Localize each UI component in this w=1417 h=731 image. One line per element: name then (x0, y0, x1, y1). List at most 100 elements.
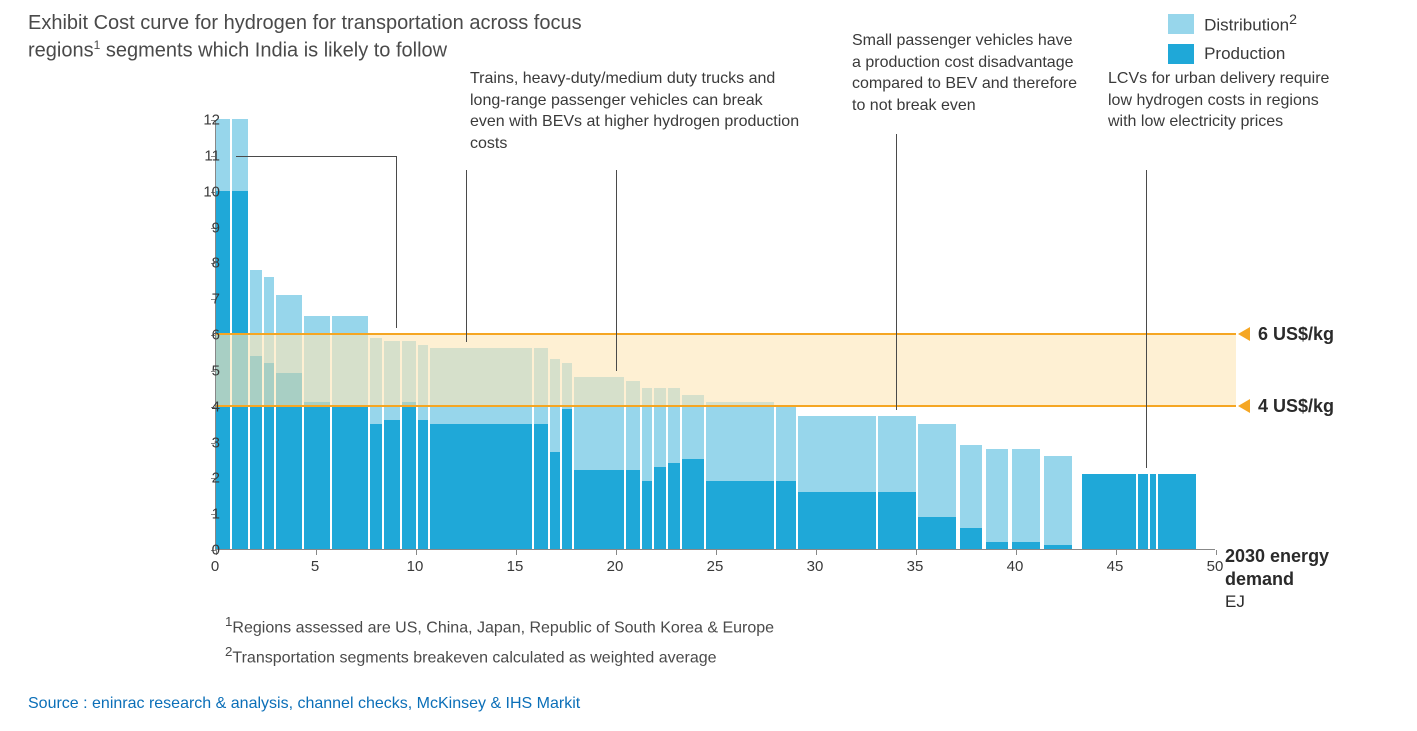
legend-item-distribution: Distribution2 (1168, 12, 1297, 36)
legend-swatch-production (1168, 44, 1194, 64)
x-axis-unit: EJ (1225, 592, 1245, 611)
footnote-2: 2Transportation segments breakeven calcu… (225, 644, 717, 667)
bar-production (1082, 474, 1136, 549)
bar-production (626, 470, 640, 549)
title-line2-pre: regions (28, 40, 94, 62)
reference-marker-icon (1238, 399, 1250, 413)
bar-production (798, 492, 876, 549)
bar-production (332, 406, 368, 549)
y-tick-label: 5 (190, 362, 220, 379)
callout-line (466, 170, 467, 342)
reference-line (216, 333, 1236, 335)
x-tick-label: 25 (707, 558, 724, 575)
title-line2-post: segments which India is likely to follow (100, 40, 447, 62)
bar-production (534, 424, 548, 549)
legend-label-production: Production (1204, 44, 1285, 64)
callout-line (236, 156, 396, 157)
bar-production (878, 492, 916, 549)
x-tick-label: 35 (907, 558, 924, 575)
reference-label: 4 US$/kg (1258, 396, 1334, 417)
bar-production (1138, 474, 1148, 549)
legend-item-production: Production (1168, 44, 1297, 64)
bar-production (550, 452, 560, 549)
x-tick-mark (416, 550, 417, 555)
x-tick-label: 45 (1107, 558, 1124, 575)
x-tick-label: 30 (807, 558, 824, 575)
reference-label: 6 US$/kg (1258, 324, 1334, 345)
y-tick-label: 9 (190, 219, 220, 236)
y-tick-label: 12 (190, 112, 220, 129)
y-tick-label: 1 (190, 506, 220, 523)
x-tick-mark (1016, 550, 1017, 555)
callout-line (896, 134, 897, 410)
y-tick-label: 10 (190, 183, 220, 200)
bar-production (918, 517, 956, 549)
legend: Distribution2 Production (1168, 12, 1297, 64)
x-tick-mark (316, 550, 317, 555)
bar-production (682, 459, 704, 549)
x-tick-mark (516, 550, 517, 555)
legend-label-distribution: Distribution (1204, 16, 1289, 35)
legend-sup-distribution: 2 (1289, 12, 1297, 28)
bar-production (430, 424, 532, 549)
bar-production (1158, 474, 1196, 549)
bar-distribution (1044, 456, 1072, 546)
bar-distribution (776, 406, 796, 481)
bar-production (402, 402, 416, 549)
x-tick-mark (616, 550, 617, 555)
x-tick-mark (1216, 550, 1217, 555)
source-line: Source : eninrac research & analysis, ch… (28, 695, 580, 713)
x-tick-mark (816, 550, 817, 555)
y-tick-label: 8 (190, 255, 220, 272)
bar-production (776, 481, 796, 549)
x-tick-label: 20 (607, 558, 624, 575)
plot-area: 6 US$/kg4 US$/kg (215, 120, 1215, 550)
x-tick-label: 50 (1207, 558, 1224, 575)
bar-production (384, 420, 400, 549)
x-axis-title-text: 2030 energy demand (1225, 546, 1329, 589)
reference-line (216, 405, 1236, 407)
bar-distribution (878, 416, 916, 491)
x-tick-label: 10 (407, 558, 424, 575)
callout-line (616, 170, 617, 371)
y-tick-label: 11 (190, 147, 220, 164)
footnote-2-text: Transportation segments breakeven calcul… (232, 649, 716, 666)
callout-line (1146, 170, 1147, 467)
exhibit-title: Exhibit Cost curve for hydrogen for tran… (28, 10, 582, 65)
bar-production (986, 542, 1008, 549)
bar-distribution (960, 445, 982, 527)
x-tick-mark (716, 550, 717, 555)
y-tick-label: 6 (190, 327, 220, 344)
x-tick-label: 5 (311, 558, 319, 575)
callout-line (396, 156, 397, 328)
x-tick-label: 0 (211, 558, 219, 575)
bar-distribution (706, 402, 774, 481)
bar-production (304, 402, 330, 549)
bar-production (654, 467, 666, 549)
y-tick-label: 7 (190, 291, 220, 308)
bar-production (960, 528, 982, 550)
y-tick-label: 2 (190, 470, 220, 487)
bar-production (706, 481, 774, 549)
y-tick-label: 3 (190, 434, 220, 451)
bar-production (1150, 474, 1156, 549)
x-tick-mark (1116, 550, 1117, 555)
reference-band (216, 334, 1236, 406)
bar-distribution (1012, 449, 1040, 542)
annotation-small-passenger: Small passenger vehicles have a producti… (852, 30, 1082, 116)
x-tick-label: 15 (507, 558, 524, 575)
bar-distribution (918, 424, 956, 517)
bar-production (562, 409, 572, 549)
bar-distribution (798, 416, 876, 491)
x-tick-mark (916, 550, 917, 555)
y-tick-label: 4 (190, 398, 220, 415)
bar-distribution (986, 449, 1008, 542)
x-axis-title: 2030 energy demand EJ (1225, 545, 1395, 613)
bar-production (642, 481, 652, 549)
bar-production (668, 463, 680, 549)
title-line1: Exhibit Cost curve for hydrogen for tran… (28, 12, 582, 34)
reference-marker-icon (1238, 327, 1250, 341)
bar-production (418, 420, 428, 549)
bar-production (574, 470, 624, 549)
y-tick-label: 0 (190, 542, 220, 559)
